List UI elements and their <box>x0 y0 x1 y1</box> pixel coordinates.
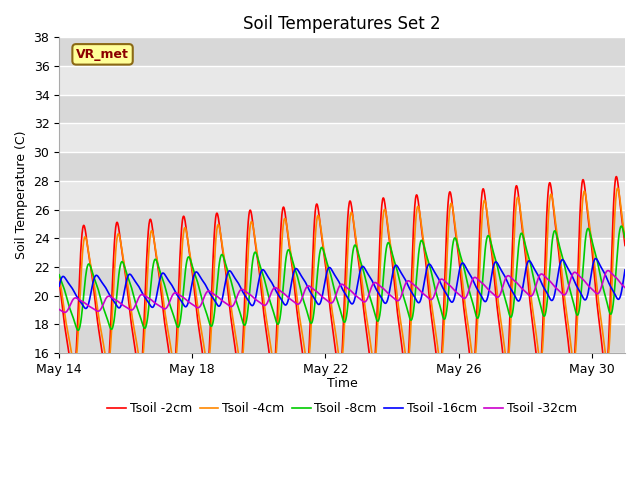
Bar <box>59 209 625 238</box>
Tsoil -32cm <box>61 310 68 315</box>
Tsoil -2cm <box>69 375 77 381</box>
Tsoil -4cm <box>148 229 156 235</box>
Bar <box>59 37 625 66</box>
Tsoil -16cm <box>181 304 189 310</box>
Tsoil -4cm <box>497 317 504 323</box>
Tsoil -4cm <box>614 185 621 191</box>
Tsoil -4cm <box>55 274 63 280</box>
Tsoil -2cm <box>612 174 620 180</box>
Tsoil -4cm <box>360 291 367 297</box>
Tsoil -4cm <box>71 362 79 368</box>
Tsoil -2cm <box>360 304 367 310</box>
Tsoil -32cm <box>621 285 629 290</box>
Tsoil -8cm <box>618 223 625 229</box>
Tsoil -4cm <box>621 236 629 241</box>
Bar <box>59 296 625 324</box>
Tsoil -2cm <box>148 226 156 231</box>
Tsoil -8cm <box>74 327 82 333</box>
Line: Tsoil -2cm: Tsoil -2cm <box>59 177 625 378</box>
Tsoil -16cm <box>55 283 63 289</box>
Tsoil -32cm <box>497 290 504 296</box>
Tsoil -8cm <box>497 279 504 285</box>
Tsoil -16cm <box>360 264 367 270</box>
Line: Tsoil -8cm: Tsoil -8cm <box>59 226 625 330</box>
Line: Tsoil -16cm: Tsoil -16cm <box>59 259 625 309</box>
Tsoil -16cm <box>148 304 156 310</box>
Bar <box>59 181 625 209</box>
Line: Tsoil -4cm: Tsoil -4cm <box>59 188 625 366</box>
Tsoil -32cm <box>71 295 79 301</box>
Tsoil -8cm <box>55 272 63 278</box>
Tsoil -32cm <box>604 268 612 274</box>
Tsoil -16cm <box>621 267 629 273</box>
Tsoil -8cm <box>71 320 79 325</box>
Tsoil -32cm <box>360 299 367 304</box>
Y-axis label: Soil Temperature (C): Soil Temperature (C) <box>15 131 28 259</box>
Tsoil -16cm <box>197 276 205 281</box>
Tsoil -32cm <box>197 302 205 308</box>
Tsoil -32cm <box>55 307 63 312</box>
Bar <box>59 66 625 95</box>
Legend: Tsoil -2cm, Tsoil -4cm, Tsoil -8cm, Tsoil -16cm, Tsoil -32cm: Tsoil -2cm, Tsoil -4cm, Tsoil -8cm, Tsoi… <box>102 397 582 420</box>
Tsoil -2cm <box>71 364 79 370</box>
Bar <box>59 267 625 296</box>
Tsoil -2cm <box>181 218 189 224</box>
Tsoil -4cm <box>181 225 189 230</box>
Tsoil -4cm <box>70 363 78 369</box>
Tsoil -2cm <box>621 242 629 248</box>
Tsoil -16cm <box>82 306 90 312</box>
Tsoil -8cm <box>621 235 629 240</box>
Tsoil -4cm <box>197 325 205 331</box>
Tsoil -2cm <box>497 334 504 339</box>
Tsoil -16cm <box>592 256 600 262</box>
Tsoil -16cm <box>497 266 504 272</box>
Tsoil -32cm <box>181 296 189 302</box>
Tsoil -8cm <box>181 271 189 276</box>
Bar <box>59 324 625 353</box>
Bar <box>59 95 625 123</box>
Bar <box>59 238 625 267</box>
Tsoil -8cm <box>197 293 205 299</box>
Bar <box>59 152 625 181</box>
X-axis label: Time: Time <box>326 377 358 390</box>
Tsoil -8cm <box>360 268 367 274</box>
Line: Tsoil -32cm: Tsoil -32cm <box>59 271 625 312</box>
Bar <box>59 123 625 152</box>
Tsoil -16cm <box>71 290 79 296</box>
Title: Soil Temperatures Set 2: Soil Temperatures Set 2 <box>243 15 441 33</box>
Tsoil -32cm <box>148 298 156 304</box>
Text: VR_met: VR_met <box>76 48 129 61</box>
Tsoil -2cm <box>197 340 205 346</box>
Tsoil -8cm <box>148 267 156 273</box>
Tsoil -2cm <box>55 278 63 284</box>
